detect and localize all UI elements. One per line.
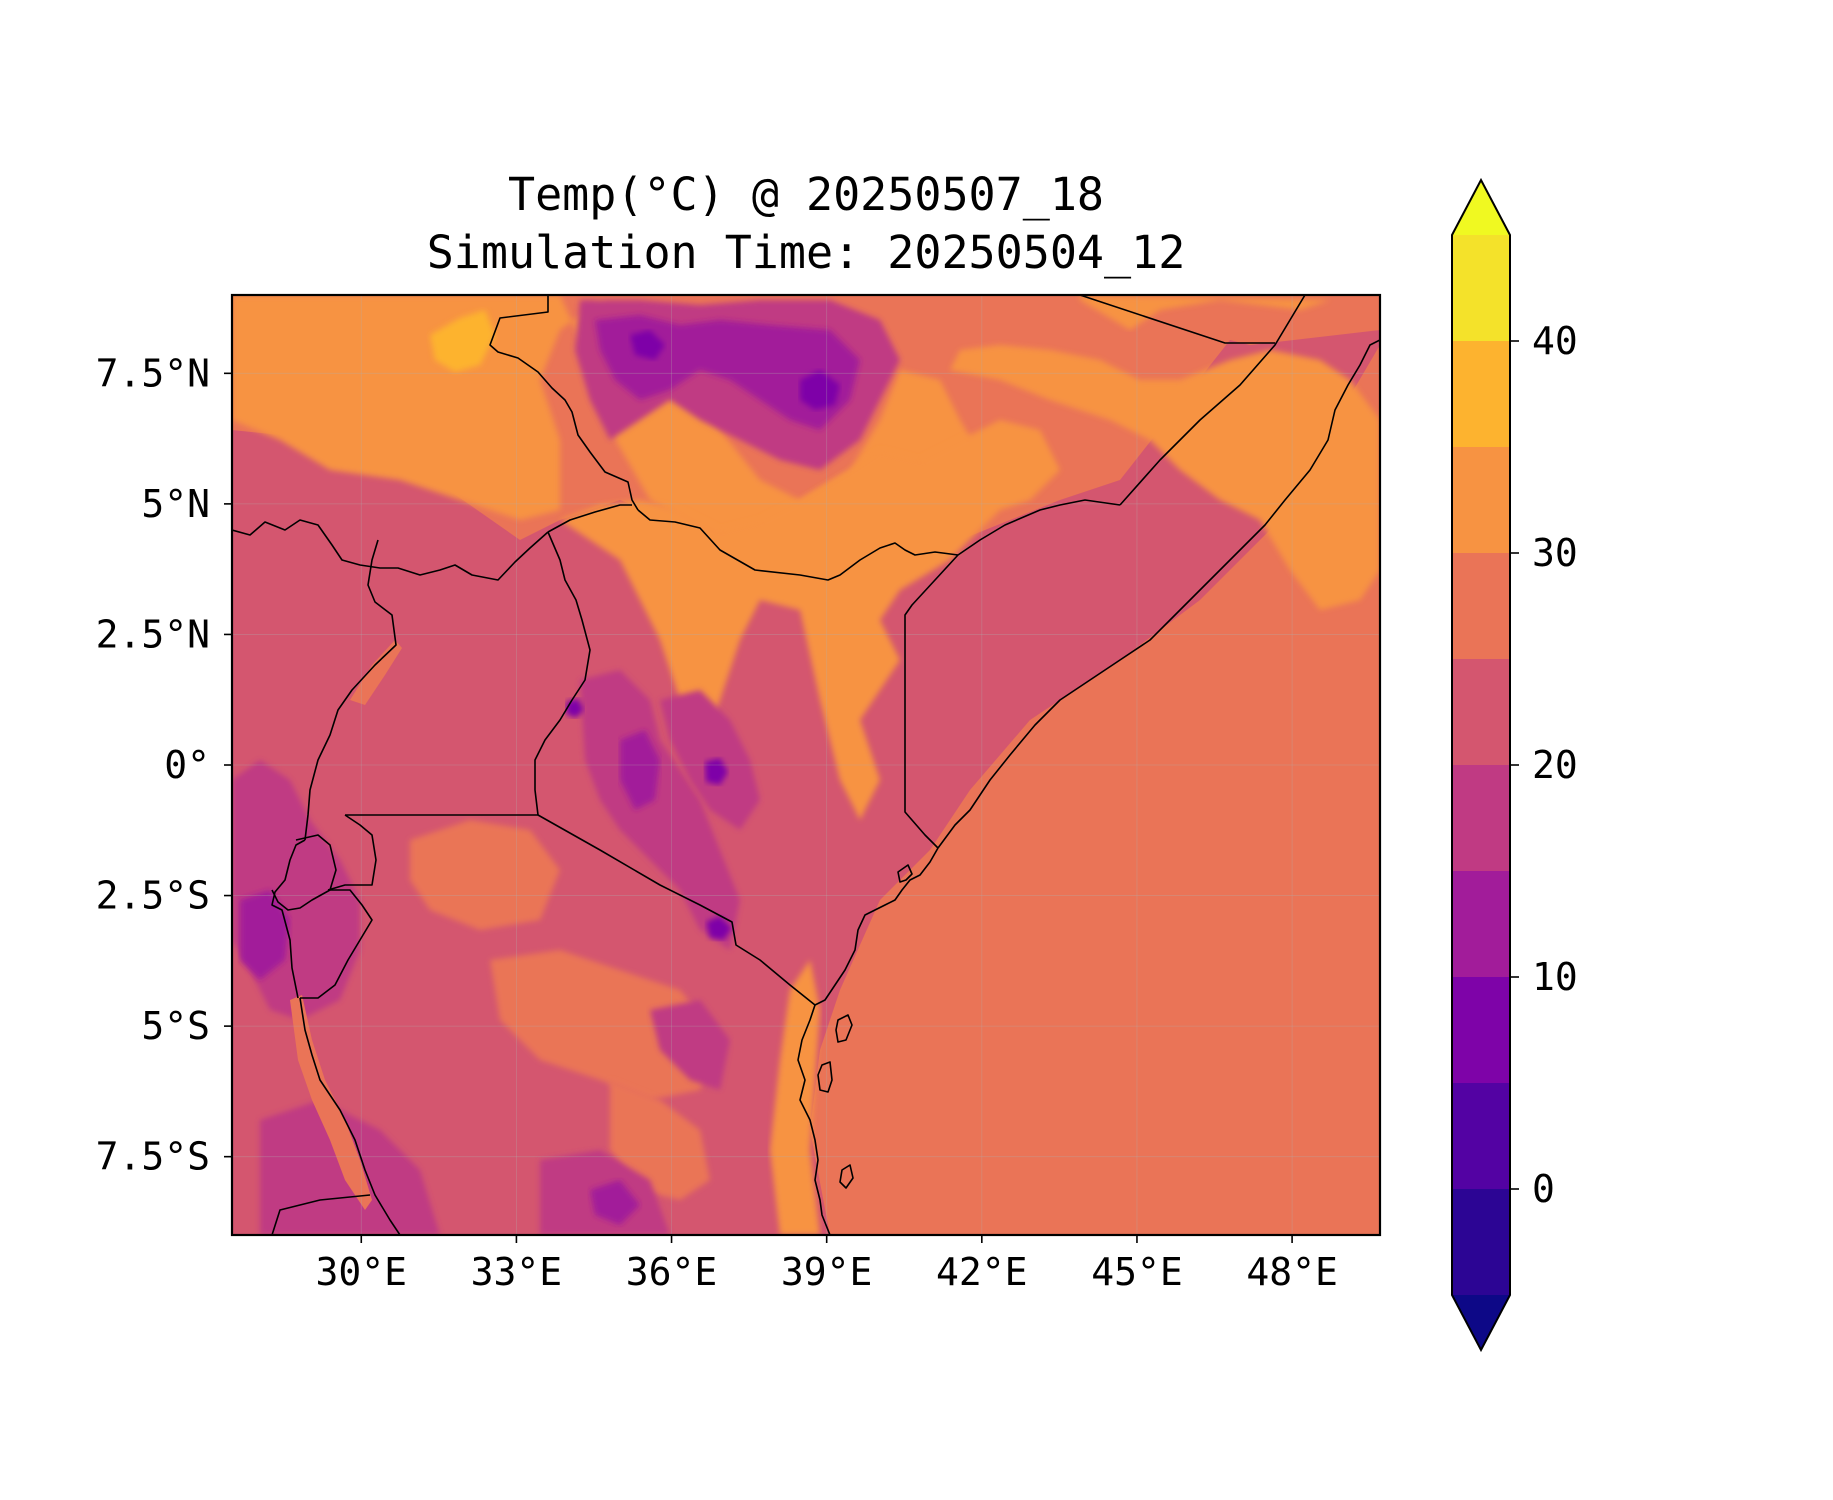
lat-tick-label-6: 7.5°S	[96, 1135, 210, 1179]
border-rwanda-burundi	[271, 834, 337, 911]
colorbar-tick-label-2: 20	[1532, 743, 1578, 787]
lat-tick-label-3: 0°	[164, 743, 210, 787]
pemba-island	[817, 1061, 833, 1093]
colorbar-outline	[1451, 177, 1511, 1353]
colorbar-over-triangle	[1452, 180, 1510, 235]
mafia-island	[839, 1164, 854, 1189]
lat-tick-label-5: 5°S	[141, 1004, 210, 1048]
lon-tick-label-0: 30°E	[316, 1250, 408, 1294]
colorbar: 0 10 20 30 40	[1451, 177, 1578, 1353]
coast-horn	[937, 339, 1380, 849]
border-burundi-tanzania	[300, 889, 373, 999]
colorbar-tick-label-3: 30	[1532, 531, 1578, 575]
lon-tick-label-4: 42°E	[936, 1250, 1028, 1294]
lamu-islands	[897, 864, 913, 883]
hot-somali-region	[950, 345, 1380, 610]
hot-lake-victoria-west	[410, 820, 560, 930]
coldest-ethiopia-spot-west	[630, 330, 665, 360]
hot-coastal-strip	[770, 960, 820, 1235]
cool-tanzania-central	[650, 1000, 730, 1090]
colorbar-band-2	[1452, 977, 1510, 1083]
coastline	[797, 339, 1380, 1235]
lat-tick-label-2: 2.5°N	[96, 612, 210, 656]
colorbar-band-3	[1452, 871, 1510, 977]
border-kenya-north	[547, 504, 632, 533]
border-kenya-somalia	[904, 554, 959, 849]
hot-north-kenya-region	[560, 420, 1060, 820]
lon-tick-label-1: 33°E	[471, 1250, 563, 1294]
colorbar-band-1	[1452, 1083, 1510, 1189]
latitude-axis: 7.5°N 5°N 2.5°N 0° 2.5°S 5°S 7.5°S	[96, 351, 232, 1179]
lat-tick-label-0: 7.5°N	[96, 351, 210, 395]
border-uganda-drc	[304, 539, 397, 841]
border-rwanda	[327, 814, 377, 891]
border-ethiopia-somalia	[957, 499, 1121, 556]
coldest-kilimanjaro	[706, 916, 732, 940]
coldest-ethiopia-spot	[800, 370, 840, 410]
border-kenya-tanzania	[537, 814, 816, 1006]
figure-title-line1: Temp(°C) @ 20250507_18	[508, 168, 1104, 221]
hot-east-ridge	[1080, 295, 1330, 330]
colorbar-tick-label-1: 10	[1532, 955, 1578, 999]
lake-albert	[350, 640, 402, 705]
lon-tick-label-3: 39°E	[781, 1250, 873, 1294]
map-gridlines	[232, 295, 1380, 1235]
colorbar-band-9	[1452, 235, 1510, 341]
colorbar-band-8	[1452, 341, 1510, 447]
border-somalia-north	[1119, 295, 1306, 506]
longitude-axis: 30°E 33°E 36°E 39°E 42°E 45°E 48°E	[316, 1235, 1338, 1294]
border-tanzania-zambia	[271, 1194, 371, 1235]
coast-kenya	[814, 847, 939, 1006]
border-drc-west	[271, 839, 306, 999]
colder-southern-highlands	[590, 1180, 640, 1225]
temperature-field	[232, 295, 1380, 1235]
colorbar-band-4	[1452, 765, 1510, 871]
warm-tanzania-patch	[490, 950, 720, 1100]
lon-tick-label-2: 36°E	[626, 1250, 718, 1294]
coast-tanzania	[797, 1004, 831, 1235]
warm-tanzania-west	[610, 1080, 710, 1200]
border-south-sudan-uganda	[232, 519, 549, 581]
colder-kenya-core	[620, 730, 660, 810]
border-uganda-kenya	[534, 531, 591, 816]
zanzibar-island	[835, 1014, 853, 1043]
colder-albertine-rift	[240, 890, 290, 980]
lat-tick-label-4: 2.5°S	[96, 874, 210, 918]
colorbar-tick-label-0: 0	[1532, 1167, 1555, 1211]
colorbar-band-6	[1452, 553, 1510, 659]
coldest-mt-kenya	[705, 758, 728, 785]
colorbar-band-0	[1452, 1189, 1510, 1295]
figure-title-line2: Simulation Time: 20250504_12	[427, 226, 1186, 279]
cool-kenya-east-highlands	[660, 690, 760, 830]
colorbar-under-triangle	[1452, 1295, 1510, 1350]
lon-tick-label-6: 48°E	[1246, 1250, 1338, 1294]
border-sudan-ethiopia	[637, 509, 959, 581]
map-panel	[232, 295, 1380, 1235]
colorbar-tick-label-4: 40	[1532, 319, 1578, 363]
border-south-sudan-north	[489, 295, 639, 511]
lon-tick-label-5: 45°E	[1091, 1250, 1183, 1294]
hottest-sudan-patch	[430, 310, 495, 372]
country-borders	[232, 295, 1306, 1235]
border-tanganyika-east	[299, 997, 401, 1235]
colorbar-band-7	[1452, 447, 1510, 553]
colorbar-band-5	[1452, 659, 1510, 765]
lat-tick-label-1: 5°N	[141, 482, 210, 526]
border-djibouti	[1079, 295, 1275, 344]
